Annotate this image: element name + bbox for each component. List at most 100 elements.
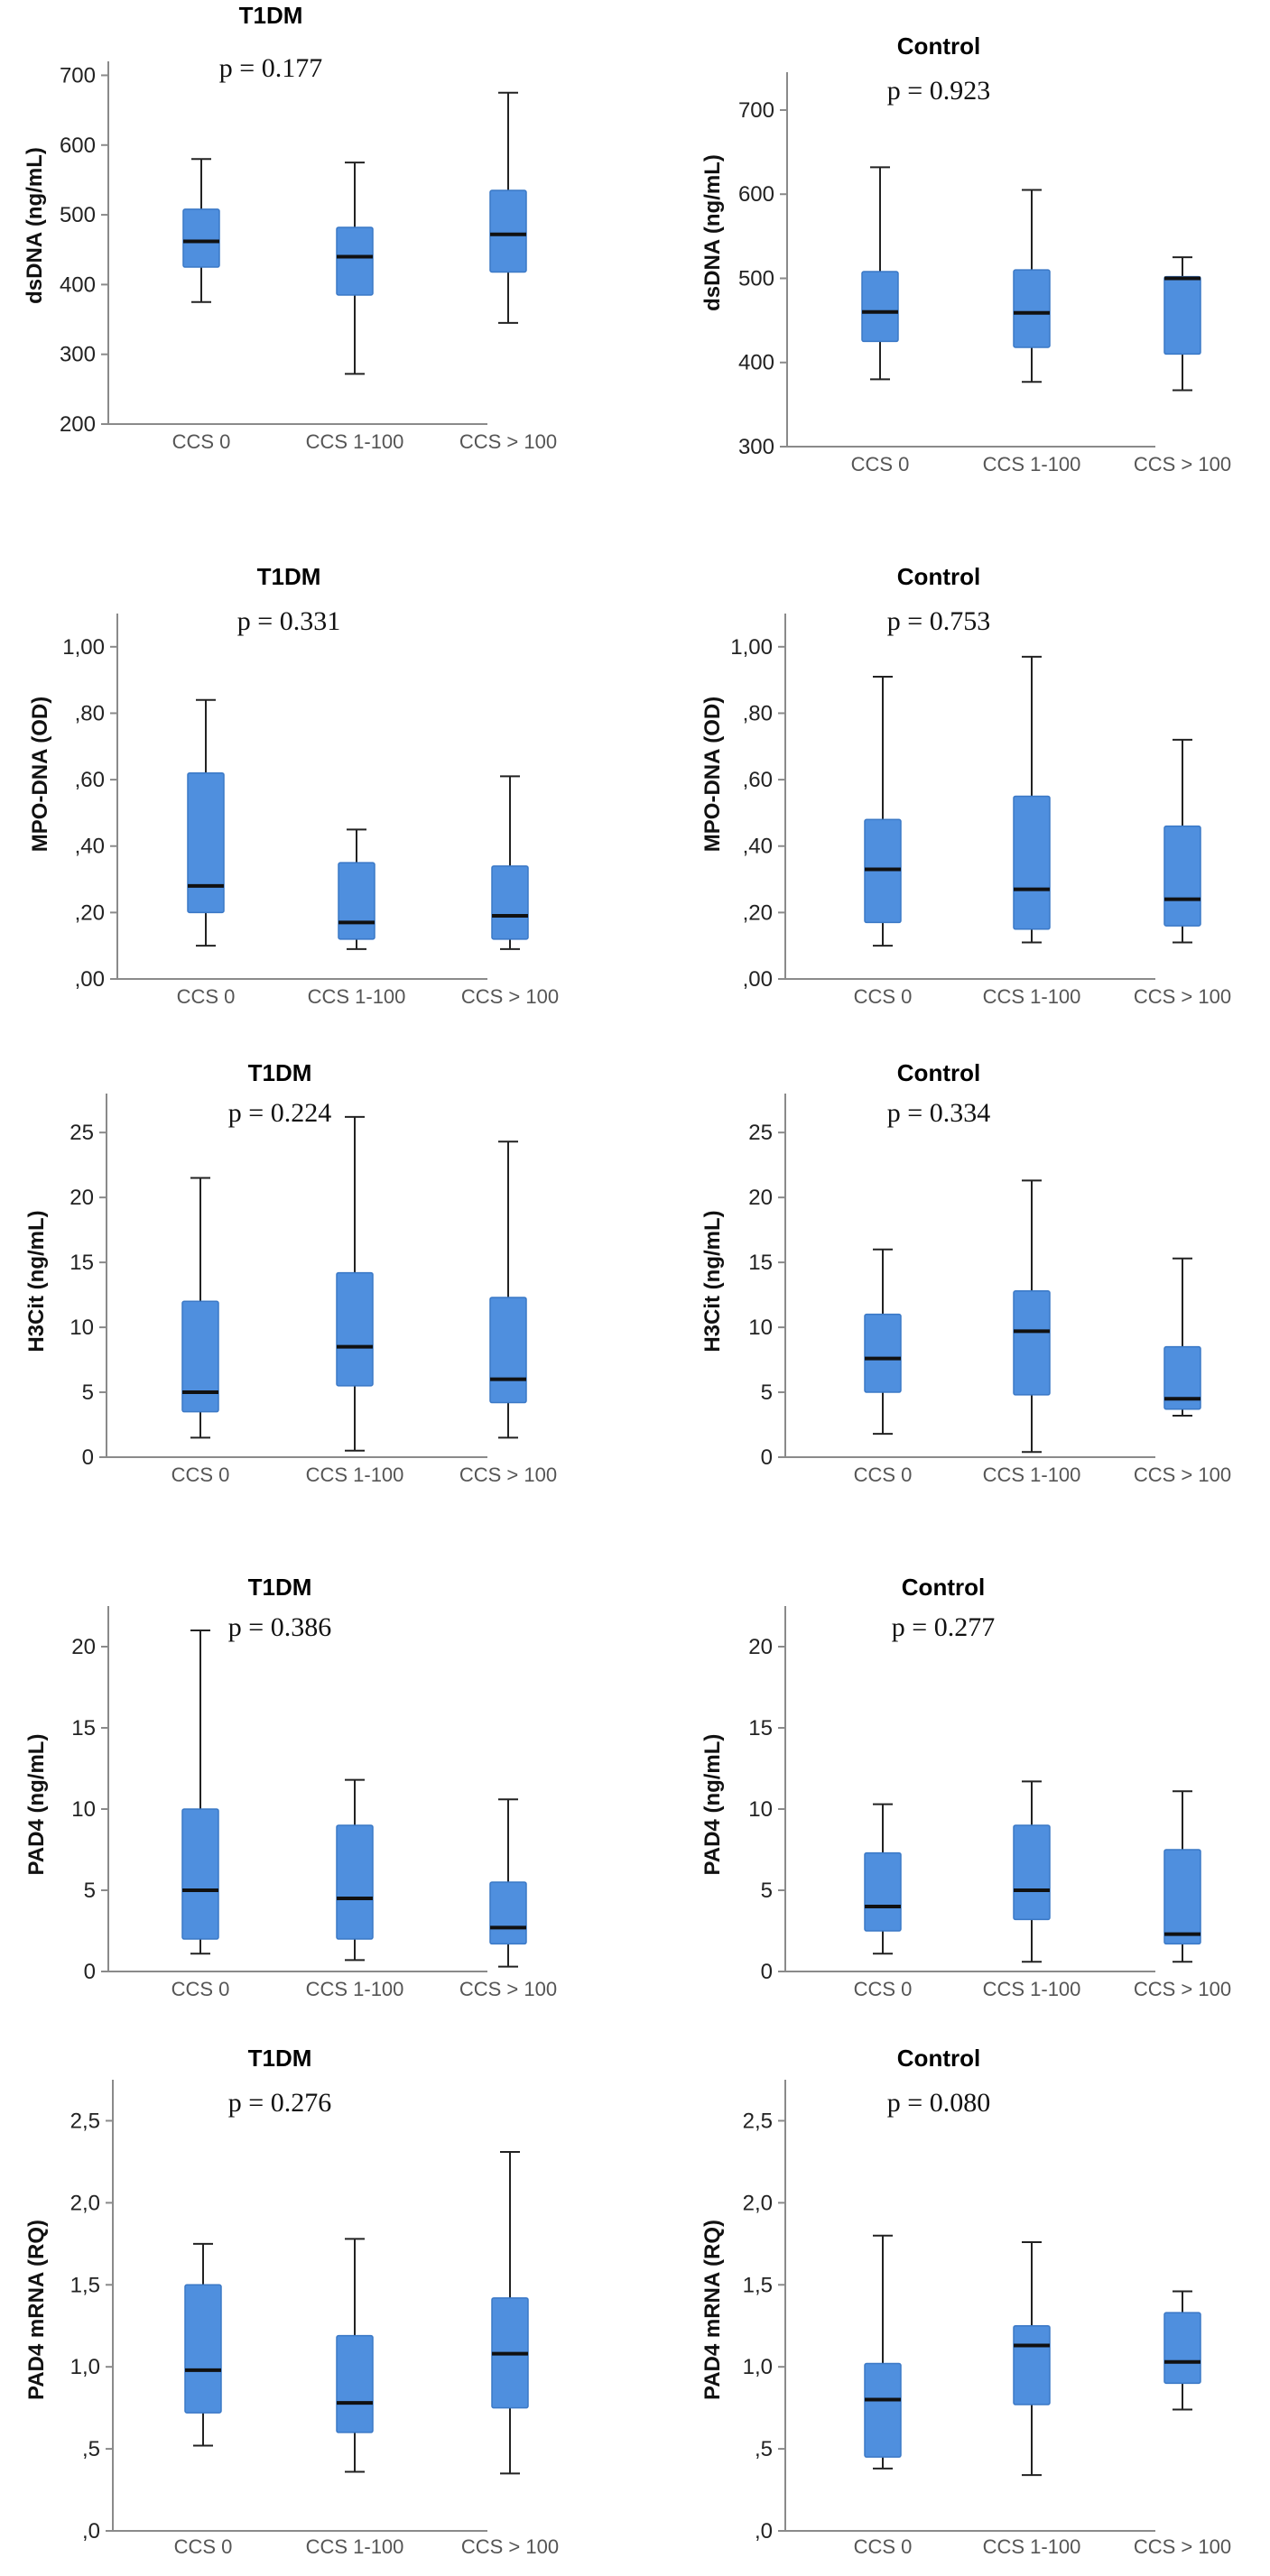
y-tick-label: 200 [60, 412, 96, 437]
box-3: CCS > 100 [1134, 2290, 1231, 2558]
box-1: CCS 0 [172, 158, 231, 453]
x-category-label: CCS 1-100 [983, 1978, 1081, 2000]
y-tick-label: ,80 [743, 701, 773, 725]
y-tick-label: 5 [84, 1879, 96, 1903]
x-category-label: CCS > 100 [459, 430, 557, 453]
chart-title: T1DM [248, 1059, 312, 1086]
y-tick-label: 600 [738, 182, 774, 207]
box-3: CCS > 100 [1134, 738, 1231, 1008]
box-3: CCS > 100 [1134, 1790, 1231, 2000]
y-tick-label: 25 [70, 1121, 94, 1145]
p-value-label: p = 0.923 [887, 76, 990, 106]
box-1: CCS 0 [174, 2242, 233, 2558]
y-tick-label: 1,5 [743, 2273, 773, 2297]
x-category-label: CCS 0 [172, 430, 231, 453]
iqr-box [181, 1808, 219, 1940]
iqr-box [336, 226, 374, 296]
y-tick-label: 400 [60, 272, 96, 297]
y-tick-label: 400 [738, 351, 774, 375]
box-2: CCS 1-100 [306, 1778, 404, 2000]
y-tick-label: 600 [60, 134, 96, 158]
chart-panel-9: ,0 ,5 1,0 1,5 2,0 2,5 PAD4 mRNA (RQ) T1DM p = 0.… [24, 2045, 559, 2558]
iqr-box [489, 189, 527, 273]
iqr-box [491, 865, 529, 940]
x-category-label: CCS > 100 [1134, 453, 1231, 475]
x-category-label: CCS 1-100 [308, 985, 406, 1008]
x-category-label: CCS 0 [171, 1463, 230, 1486]
box-1: CCS 0 [854, 1803, 913, 2000]
x-category-label: CCS 0 [851, 453, 910, 475]
y-tick-label: 700 [60, 63, 96, 88]
box-1: CCS 0 [854, 2234, 913, 2558]
y-tick-label: 2,5 [743, 2109, 773, 2133]
y-axis-label: H3Cit (ng/mL) [700, 1210, 725, 1352]
y-tick-label: 0 [761, 1445, 773, 1470]
box-3: CCS > 100 [1134, 1257, 1231, 1486]
iqr-box [864, 1851, 902, 1932]
y-tick-label: 0 [761, 1960, 773, 1984]
y-tick-label: 10 [748, 1316, 773, 1340]
y-tick-label: ,0 [755, 2519, 773, 2544]
x-category-label: CCS 0 [854, 2535, 913, 2558]
iqr-box [336, 1271, 374, 1387]
y-tick-label: 20 [71, 1635, 96, 1659]
iqr-box [184, 2284, 222, 2414]
chart-panel-6: 0 5 10 15 20 25 H3Cit (ng/mL) Control p = 0.334 C… [700, 1059, 1231, 1486]
iqr-box [338, 862, 375, 940]
iqr-box [1013, 1824, 1051, 1921]
chart-title: T1DM [257, 563, 321, 590]
iqr-box [1163, 825, 1201, 927]
box-3: CCS > 100 [459, 1140, 557, 1486]
p-value-label: p = 0.224 [228, 1098, 331, 1128]
box-3: CCS > 100 [461, 2151, 559, 2558]
y-axis-label: PAD4 mRNA (RQ) [24, 2220, 49, 2400]
p-value-label: p = 0.334 [887, 1098, 990, 1128]
y-tick-label: ,40 [75, 835, 105, 859]
x-category-label: CCS 1-100 [983, 985, 1081, 1008]
iqr-box [336, 2334, 374, 2433]
iqr-box [864, 1313, 902, 1393]
y-tick-label: 2,0 [743, 2191, 773, 2215]
y-tick-label: ,0 [82, 2519, 100, 2544]
iqr-box [1013, 269, 1051, 348]
y-tick-label: 300 [738, 435, 774, 459]
y-tick-label: 15 [748, 1251, 773, 1275]
y-tick-label: 1,00 [730, 635, 773, 660]
y-tick-label: ,40 [743, 835, 773, 859]
x-category-label: CCS 1-100 [306, 1463, 404, 1486]
y-tick-label: 5 [761, 1380, 773, 1405]
chart-title: Control [897, 563, 980, 590]
y-tick-label: 10 [70, 1316, 94, 1340]
x-category-label: CCS 1-100 [983, 453, 1081, 475]
y-tick-label: 5 [761, 1879, 773, 1903]
iqr-box [489, 1881, 527, 1945]
box-2: CCS 1-100 [983, 189, 1081, 475]
y-tick-label: ,60 [743, 768, 773, 792]
y-tick-label: 500 [60, 203, 96, 227]
box-2: CCS 1-100 [308, 828, 406, 1008]
y-tick-label: 15 [71, 1716, 96, 1740]
box-1: CCS 0 [171, 1177, 230, 1486]
chart-title: Control [897, 2045, 980, 2072]
box-2: CCS 1-100 [983, 1780, 1081, 2000]
x-category-label: CCS 0 [854, 1978, 913, 2000]
p-value-label: p = 0.177 [219, 53, 322, 83]
iqr-box [489, 1297, 527, 1404]
box-2: CCS 1-100 [983, 655, 1081, 1008]
y-tick-label: ,80 [75, 701, 105, 725]
box-1: CCS 0 [854, 675, 912, 1008]
iqr-box [1013, 1290, 1051, 1396]
chart-panel-3: ,00 ,20 ,40 ,60 ,80 1,00 MPO-DNA (OD) T1DM p = 0… [28, 563, 559, 1008]
x-category-label: CCS 0 [174, 2535, 233, 2558]
chart-title: T1DM [248, 2045, 312, 2072]
p-value-label: p = 0.331 [237, 606, 340, 636]
iqr-box [1013, 795, 1051, 930]
chart-title: Control [902, 1574, 985, 1601]
y-axis-label: MPO-DNA (OD) [28, 697, 52, 852]
y-tick-label: 2,5 [70, 2109, 100, 2133]
y-tick-label: 25 [748, 1121, 773, 1145]
y-axis-label: MPO-DNA (OD) [700, 697, 725, 852]
x-category-label: CCS 1-100 [983, 1463, 1081, 1486]
x-category-label: CCS 1-100 [306, 1978, 404, 2000]
p-value-label: p = 0.753 [887, 606, 990, 636]
